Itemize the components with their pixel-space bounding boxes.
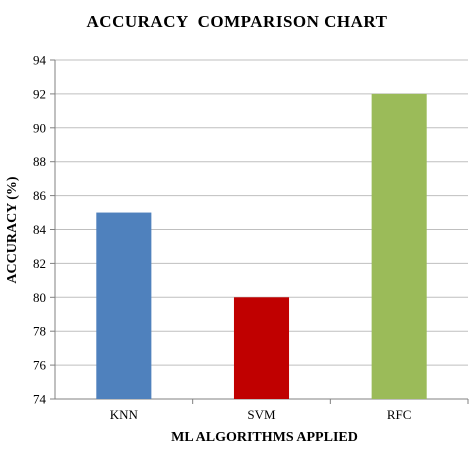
y-tick-label: 94 — [33, 53, 47, 68]
y-tick-label: 78 — [33, 324, 46, 339]
y-tick-label: 86 — [33, 188, 47, 203]
y-tick-label: 88 — [33, 154, 46, 169]
y-tick-label: 76 — [33, 358, 47, 373]
x-tick-label-knn: KNN — [110, 407, 139, 422]
x-tick-label-rfc: RFC — [387, 407, 412, 422]
y-tick-label: 82 — [33, 256, 46, 271]
bar-rfc — [371, 93, 427, 400]
chart-title: ACCURACY COMPARISON CHART — [86, 12, 388, 31]
x-axis-label: ML ALGORITHMS APPLIED — [171, 430, 358, 445]
y-tick-label: 74 — [33, 392, 47, 407]
x-tick-label-svm: SVM — [247, 407, 276, 422]
bar-knn — [96, 212, 152, 399]
bar-svm — [233, 297, 290, 399]
y-tick-label: 90 — [33, 120, 46, 135]
y-tick-label: 80 — [33, 290, 46, 305]
y-tick-label: 92 — [33, 86, 46, 101]
y-tick-label: 84 — [33, 222, 47, 237]
